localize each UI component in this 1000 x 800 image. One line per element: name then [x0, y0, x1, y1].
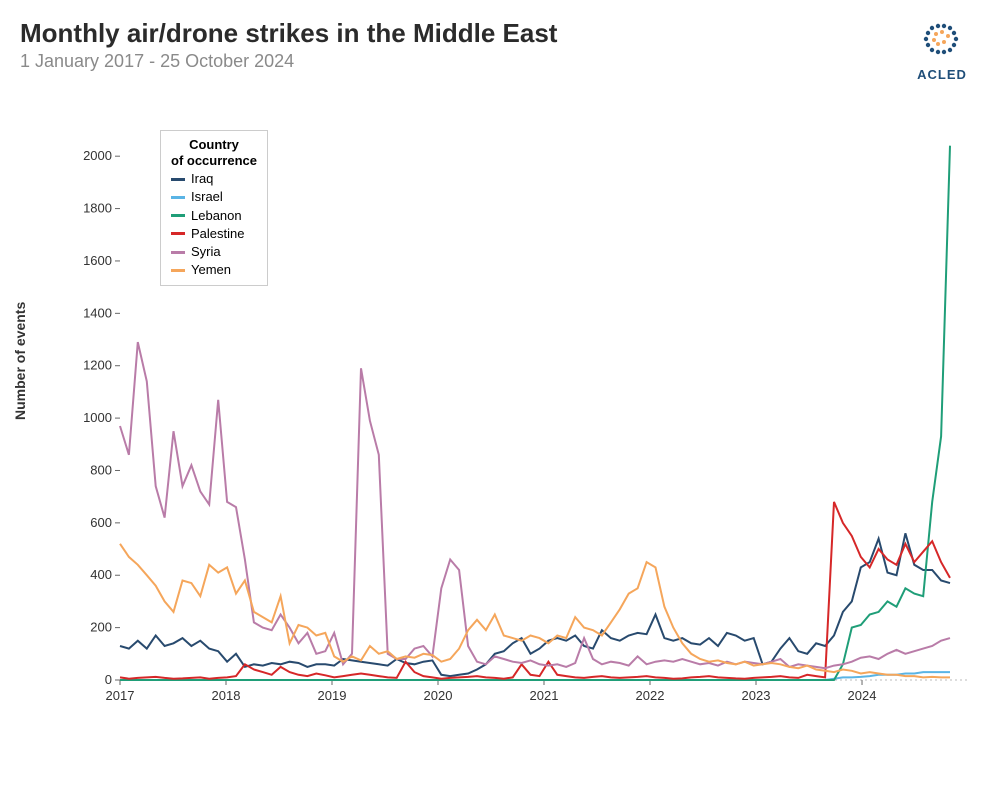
- legend-swatch: [171, 232, 185, 235]
- series-line: [120, 342, 950, 668]
- svg-text:600: 600: [90, 515, 112, 530]
- legend-swatch: [171, 269, 185, 272]
- legend-item: Syria: [171, 243, 257, 261]
- title-block: Monthly air/drone strikes in the Middle …: [20, 18, 914, 72]
- legend-item: Yemen: [171, 261, 257, 279]
- svg-text:1200: 1200: [83, 358, 112, 373]
- legend-label: Lebanon: [191, 207, 242, 225]
- svg-text:400: 400: [90, 567, 112, 582]
- chart-title: Monthly air/drone strikes in the Middle …: [20, 18, 914, 49]
- svg-text:2020: 2020: [424, 688, 453, 703]
- legend-label: Yemen: [191, 261, 231, 279]
- svg-text:1800: 1800: [83, 201, 112, 216]
- svg-text:0: 0: [105, 672, 112, 687]
- svg-text:2022: 2022: [636, 688, 665, 703]
- legend-label: Iraq: [191, 170, 213, 188]
- legend-label: Palestine: [191, 225, 244, 243]
- svg-text:800: 800: [90, 462, 112, 477]
- svg-text:2018: 2018: [212, 688, 241, 703]
- legend-title-line1: Country: [189, 137, 239, 152]
- legend-swatch: [171, 178, 185, 181]
- svg-text:2000: 2000: [83, 148, 112, 163]
- svg-text:1600: 1600: [83, 253, 112, 268]
- legend-swatch: [171, 214, 185, 217]
- legend-item: Iraq: [171, 170, 257, 188]
- brand-logo: ACLED: [914, 18, 980, 82]
- y-axis-label: Number of events: [12, 302, 28, 420]
- legend-item: Palestine: [171, 225, 257, 243]
- svg-text:2017: 2017: [106, 688, 135, 703]
- legend-title: Country of occurrence: [171, 137, 257, 168]
- legend-label: Syria: [191, 243, 221, 261]
- header: Monthly air/drone strikes in the Middle …: [0, 0, 1000, 82]
- svg-text:1000: 1000: [83, 410, 112, 425]
- legend-item: Israel: [171, 188, 257, 206]
- globe-icon: [914, 18, 970, 60]
- legend: Country of occurrence IraqIsraelLebanonP…: [160, 130, 268, 286]
- legend-label: Israel: [191, 188, 223, 206]
- legend-swatch: [171, 196, 185, 199]
- svg-text:1400: 1400: [83, 305, 112, 320]
- legend-item: Lebanon: [171, 207, 257, 225]
- svg-text:2023: 2023: [742, 688, 771, 703]
- svg-text:2024: 2024: [848, 688, 877, 703]
- chart-subtitle: 1 January 2017 - 25 October 2024: [20, 51, 914, 72]
- brand-name: ACLED: [914, 67, 970, 82]
- svg-text:2021: 2021: [530, 688, 559, 703]
- svg-text:200: 200: [90, 620, 112, 635]
- legend-swatch: [171, 251, 185, 254]
- legend-title-line2: of occurrence: [171, 153, 257, 168]
- svg-text:2019: 2019: [318, 688, 347, 703]
